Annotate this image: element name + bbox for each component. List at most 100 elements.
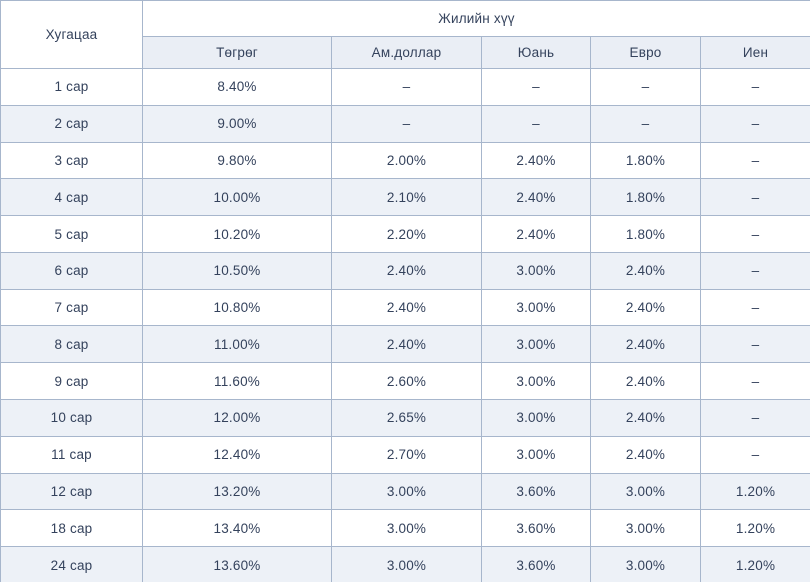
- column-header-currency: Ам.доллар: [331, 36, 482, 69]
- rate-cell: 2.00%: [331, 141, 482, 180]
- table-row: 18 сар 13.40% 3.00% 3.60% 3.00% 1.20%: [0, 509, 810, 548]
- rate-cell: 8.40%: [142, 68, 332, 106]
- rate-cell: 3.00%: [331, 546, 482, 582]
- row-header-duration: 18 сар: [0, 509, 143, 548]
- row-header-duration: 4 сар: [0, 178, 143, 217]
- rate-cell: –: [699, 288, 810, 327]
- rate-cell: 2.40%: [481, 215, 591, 253]
- table-row: 5 сар 10.20% 2.20% 2.40% 1.80% –: [0, 215, 810, 253]
- row-header-duration: 1 сар: [0, 68, 143, 106]
- rate-cell: 2.70%: [331, 435, 482, 474]
- rate-cell: 2.40%: [590, 251, 701, 290]
- row-header-duration: 2 сар: [0, 104, 143, 143]
- rate-cell: 3.00%: [481, 362, 591, 401]
- rate-cell: 13.20%: [142, 472, 332, 511]
- column-header-currency: Евро: [590, 36, 701, 69]
- rate-cell: 3.60%: [481, 546, 591, 582]
- column-header-currency: Юань: [481, 36, 591, 69]
- table-row: 8 сар 11.00% 2.40% 3.00% 2.40% –: [0, 325, 810, 364]
- rate-cell: 2.40%: [331, 288, 482, 327]
- row-header-duration: 3 сар: [0, 141, 143, 180]
- row-header-duration: 24 сар: [0, 546, 143, 582]
- rate-cell: 3.00%: [481, 325, 591, 364]
- rate-cell: 1.80%: [590, 178, 701, 217]
- rate-cell: 2.40%: [590, 325, 701, 364]
- rate-cell: –: [699, 104, 810, 143]
- rate-cell: 1.20%: [699, 509, 810, 548]
- rate-cell: 3.00%: [331, 509, 482, 548]
- rate-cell: 10.80%: [142, 288, 332, 327]
- rate-cell: –: [481, 68, 591, 106]
- rate-cell: 3.00%: [481, 399, 591, 437]
- table-row: 12 сар 13.20% 3.00% 3.60% 3.00% 1.20%: [0, 472, 810, 511]
- table-row: 10 сар 12.00% 2.65% 3.00% 2.40% –: [0, 399, 810, 437]
- rate-cell: 1.80%: [590, 215, 701, 253]
- rate-cell: 9.00%: [142, 104, 332, 143]
- rate-cell: –: [699, 141, 810, 180]
- rate-cell: –: [699, 215, 810, 253]
- rate-cell: –: [699, 435, 810, 474]
- rate-cell: 3.00%: [331, 472, 482, 511]
- rate-cell: 3.00%: [481, 435, 591, 474]
- group-header-row: Хугацаа Жилийн хүү: [0, 0, 810, 69]
- table-row: 6 сар 10.50% 2.40% 3.00% 2.40% –: [0, 251, 810, 290]
- rate-cell: 2.40%: [590, 435, 701, 474]
- rate-cell: –: [699, 178, 810, 217]
- rate-cell: –: [699, 251, 810, 290]
- rate-cell: 9.80%: [142, 141, 332, 180]
- rate-cell: 3.00%: [481, 288, 591, 327]
- rate-cell: 2.40%: [590, 362, 701, 401]
- rate-cell: 2.40%: [481, 141, 591, 180]
- rate-cell: –: [699, 362, 810, 401]
- rate-cell: –: [699, 325, 810, 364]
- rate-cell: 3.60%: [481, 472, 591, 511]
- table-row: 7 сар 10.80% 2.40% 3.00% 2.40% –: [0, 288, 810, 327]
- rate-cell: 3.60%: [481, 509, 591, 548]
- table-row: 9 сар 11.60% 2.60% 3.00% 2.40% –: [0, 362, 810, 401]
- row-header-duration: 12 сар: [0, 472, 143, 511]
- table-row: 4 сар 10.00% 2.10% 2.40% 1.80% –: [0, 178, 810, 217]
- rate-cell: 2.10%: [331, 178, 482, 217]
- rate-cell: 3.00%: [590, 509, 701, 548]
- currency-subheader-row: Төгрөг Ам.доллар Юань Евро Иен: [1, 36, 810, 69]
- column-header-currency: Төгрөг: [142, 36, 332, 69]
- rate-cell: 11.60%: [142, 362, 332, 401]
- rate-cell: 2.60%: [331, 362, 482, 401]
- rate-cell: –: [481, 104, 591, 143]
- row-header-duration: 8 сар: [0, 325, 143, 364]
- rate-cell: 2.40%: [481, 178, 591, 217]
- column-header-currency: Иен: [699, 36, 810, 69]
- rate-cell: –: [331, 104, 482, 143]
- rate-cell: 1.20%: [699, 472, 810, 511]
- rate-cell: 3.00%: [590, 472, 701, 511]
- row-header-duration: 6 сар: [0, 251, 143, 290]
- row-header-duration: 5 сар: [0, 215, 143, 253]
- rate-cell: 10.50%: [142, 251, 332, 290]
- rate-cell: 10.20%: [142, 215, 332, 253]
- rate-cell: 12.00%: [142, 399, 332, 437]
- rate-cell: –: [331, 68, 482, 106]
- rate-cell: 10.00%: [142, 178, 332, 217]
- rate-cell: 11.00%: [142, 325, 332, 364]
- rate-cell: –: [590, 68, 701, 106]
- rate-cell: 2.40%: [331, 251, 482, 290]
- rate-cell: 3.00%: [590, 546, 701, 582]
- row-header-duration: 7 сар: [0, 288, 143, 327]
- row-header-duration: 10 сар: [0, 399, 143, 437]
- rate-cell: 3.00%: [481, 251, 591, 290]
- rate-cell: –: [699, 68, 810, 106]
- rate-cell: 2.40%: [331, 325, 482, 364]
- rate-cell: 2.65%: [331, 399, 482, 437]
- column-header-duration: Хугацаа: [0, 0, 143, 69]
- row-header-duration: 9 сар: [0, 362, 143, 401]
- table-row: 2 сар 9.00% – – – –: [0, 104, 810, 143]
- table-row: 11 сар 12.40% 2.70% 3.00% 2.40% –: [0, 435, 810, 474]
- group-header-annual-interest: Жилийн хүү: [141, 0, 810, 37]
- rate-cell: –: [590, 104, 701, 143]
- table-row: 3 сар 9.80% 2.00% 2.40% 1.80% –: [0, 141, 810, 180]
- table-row: 1 сар 8.40% – – – –: [0, 68, 810, 106]
- rate-cell: 2.40%: [590, 288, 701, 327]
- rate-cell: –: [699, 399, 810, 437]
- row-header-duration: 11 сар: [0, 435, 143, 474]
